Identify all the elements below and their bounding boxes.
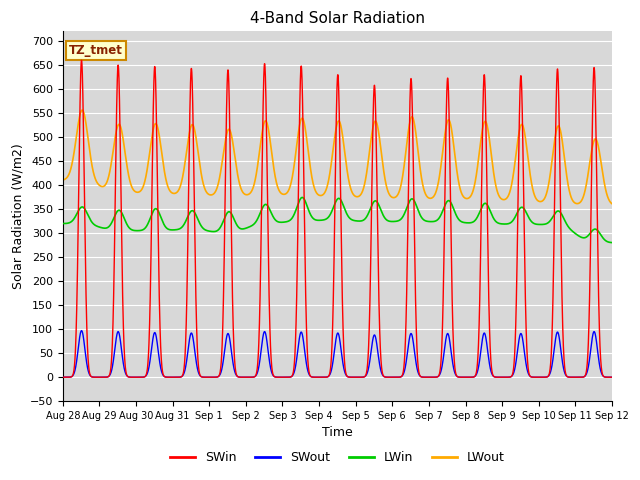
- Text: TZ_tmet: TZ_tmet: [69, 44, 124, 58]
- Legend: SWin, SWout, LWin, LWout: SWin, SWout, LWin, LWout: [165, 446, 510, 469]
- Y-axis label: Solar Radiation (W/m2): Solar Radiation (W/m2): [11, 144, 24, 289]
- Title: 4-Band Solar Radiation: 4-Band Solar Radiation: [250, 11, 425, 26]
- X-axis label: Time: Time: [322, 427, 353, 440]
